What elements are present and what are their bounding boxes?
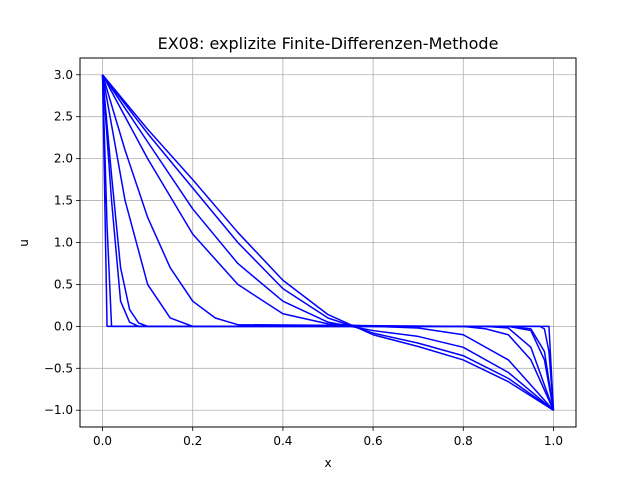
y-tick-label: 2.5: [54, 110, 73, 124]
x-axis-label: x: [324, 456, 331, 470]
series-line-6: [101, 74, 555, 411]
axis-ticks: 0.0 0.2 0.4 0.6 0.8 1.0 −1.0 −0.5 0.0 0.5 1.0 1.5 2.…: [44, 68, 563, 448]
y-tick-label: 1.0: [54, 236, 73, 250]
series-line-9: [101, 74, 554, 411]
y-tick-label: −1.0: [44, 403, 73, 417]
series-line-5: [101, 74, 555, 411]
y-tick-label: 0.0: [54, 319, 73, 333]
x-tick-label: 0.2: [183, 434, 202, 448]
y-axis-label: u: [17, 239, 31, 247]
plot-lines: [101, 74, 555, 411]
x-tick-label: 0.4: [273, 434, 292, 448]
series-line-2: [101, 74, 555, 411]
x-tick-label: 0.0: [93, 434, 112, 448]
series-line-3: [101, 74, 555, 411]
series-line-8: [101, 74, 554, 411]
series-line-7: [101, 74, 554, 411]
grid: [80, 58, 576, 427]
series-line-4: [101, 74, 555, 411]
y-tick-label: 1.5: [54, 194, 73, 208]
y-tick-label: 2.0: [54, 152, 73, 166]
chart-title: EX08: explizite Finite-Differenzen-Metho…: [158, 34, 499, 53]
y-tick-label: −0.5: [44, 361, 73, 375]
y-tick-label: 3.0: [54, 68, 73, 82]
x-tick-label: 0.6: [364, 434, 383, 448]
x-tick-label: 0.8: [454, 434, 473, 448]
series-line-1: [101, 74, 555, 411]
x-tick-label: 1.0: [544, 434, 563, 448]
y-tick-label: 0.5: [54, 277, 73, 291]
